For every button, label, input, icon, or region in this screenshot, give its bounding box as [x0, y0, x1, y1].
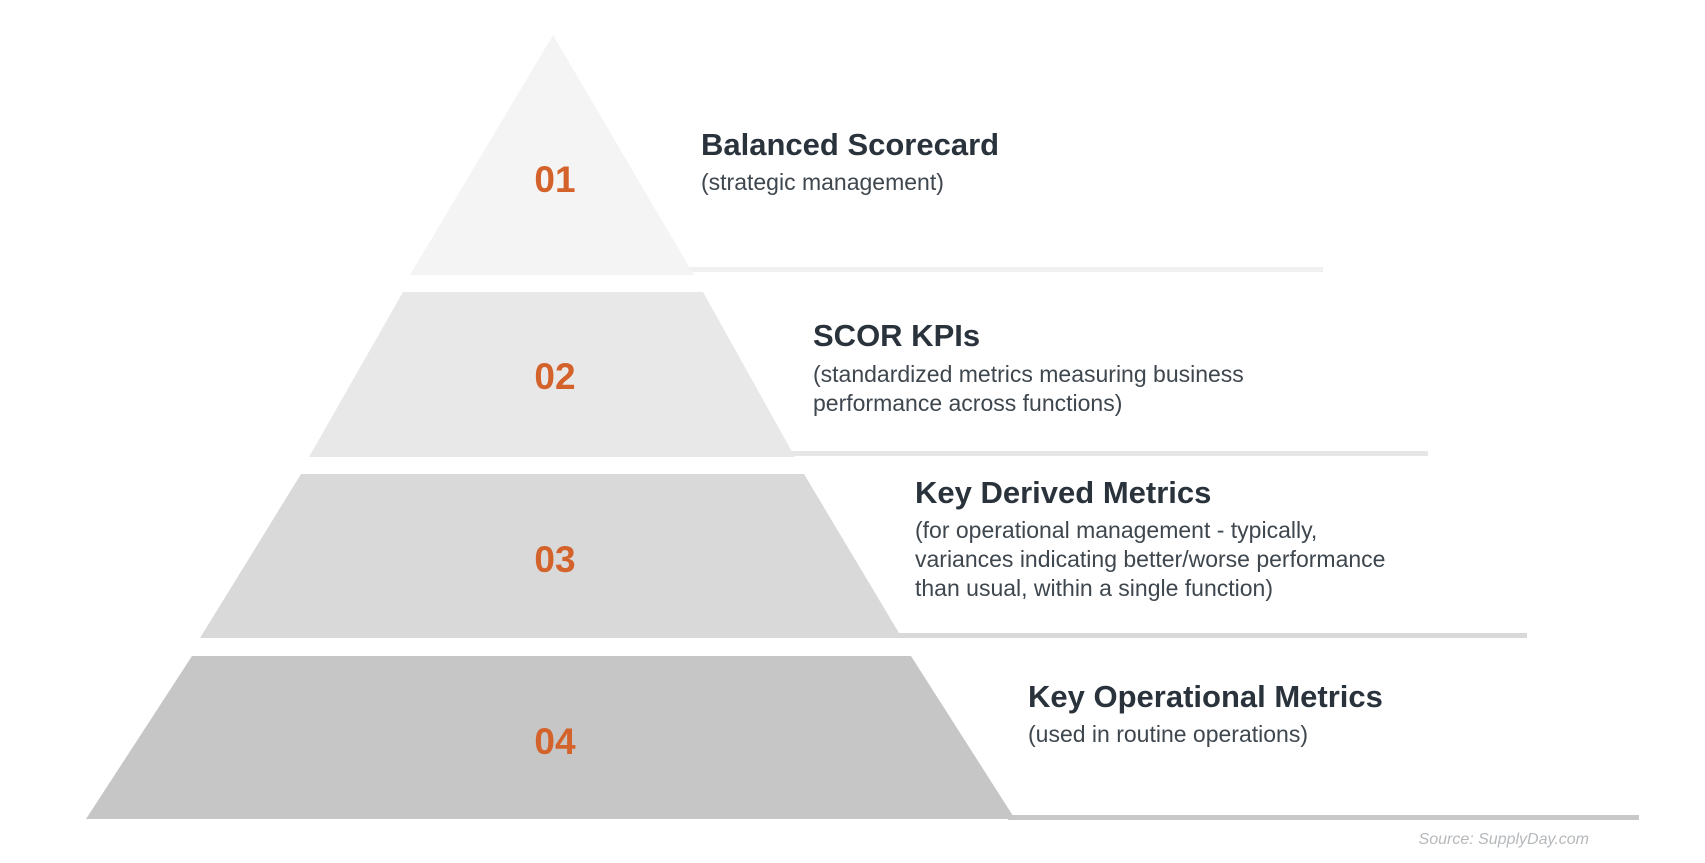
level-4-trapezoid — [86, 656, 1015, 819]
pyramid-level-4: 04 Key Operational Metrics (used in rout… — [86, 656, 1639, 820]
level-3-description-line: than usual, within a single function) — [915, 575, 1273, 601]
level-2-description-line: (standardized metrics measuring business — [813, 361, 1244, 387]
level-1-title: Balanced Scorecard — [701, 127, 999, 162]
level-4-title: Key Operational Metrics — [1028, 679, 1383, 714]
pyramid-level-2: 02 SCOR KPIs (standardized metrics measu… — [309, 292, 1428, 457]
level-2-trapezoid — [309, 292, 795, 457]
level-2-description-line: performance across functions) — [813, 390, 1122, 416]
level-1-divider-line — [690, 267, 1323, 272]
level-1-triangle — [410, 35, 694, 275]
level-3-trapezoid — [200, 474, 902, 638]
level-3-description-line: (for operational management - typically, — [915, 517, 1317, 543]
level-4-divider-line — [1008, 815, 1639, 820]
pyramid-level-1: 01 Balanced Scorecard (strategic managem… — [410, 35, 1323, 275]
level-3-description: (for operational management - typically,… — [915, 517, 1392, 601]
level-3-description-line: variances indicating better/worse perfor… — [915, 546, 1385, 572]
level-4-number: 04 — [534, 721, 576, 762]
level-3-number: 03 — [534, 539, 575, 580]
pyramid-level-3: 03 Key Derived Metrics (for operational … — [200, 474, 1527, 638]
level-2-title: SCOR KPIs — [813, 318, 980, 353]
level-4-description: (used in routine operations) — [1028, 721, 1308, 747]
source-credit: Source: SupplyDay.com — [1419, 831, 1589, 848]
level-3-title: Key Derived Metrics — [915, 475, 1211, 510]
level-2-divider-line — [790, 451, 1428, 456]
level-3-divider-line — [890, 633, 1527, 638]
level-1-description-line: (strategic management) — [701, 169, 944, 195]
level-1-description: (strategic management) — [701, 169, 944, 195]
level-1-number: 01 — [534, 159, 575, 200]
level-4-description-line: (used in routine operations) — [1028, 721, 1308, 747]
level-2-number: 02 — [534, 356, 575, 397]
level-2-description: (standardized metrics measuring business… — [813, 361, 1250, 416]
